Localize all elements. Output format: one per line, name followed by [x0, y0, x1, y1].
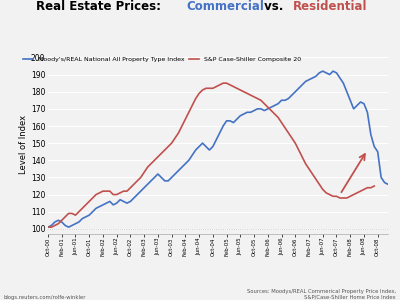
Text: blogs.reuters.com/rolfe-winkler: blogs.reuters.com/rolfe-winkler — [4, 295, 86, 300]
Y-axis label: Level of Index: Level of Index — [19, 114, 28, 174]
Text: Commercial: Commercial — [186, 1, 264, 13]
Text: Residential: Residential — [293, 1, 367, 13]
Text: Sources: Moodys/REAL Commerical Property Price Index,
S&P/Case-Shiller Home Pric: Sources: Moodys/REAL Commerical Property… — [247, 289, 396, 300]
Text: Real Estate Prices:: Real Estate Prices: — [36, 1, 165, 13]
Text: vs.: vs. — [260, 1, 288, 13]
Legend: Moody's/REAL National All Property Type Index, S&P Case-Shiller Composite 20: Moody's/REAL National All Property Type … — [21, 54, 303, 64]
